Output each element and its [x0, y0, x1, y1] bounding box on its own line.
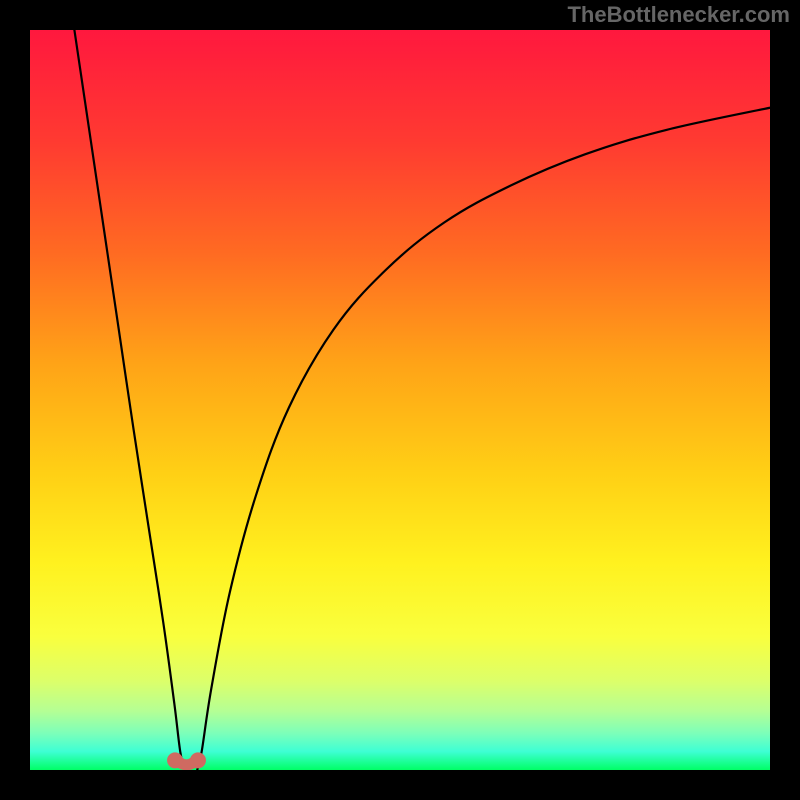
plot-area: [30, 30, 770, 770]
watermark-text: TheBottlenecker.com: [567, 2, 790, 28]
bottom-marker-1: [190, 752, 206, 768]
chart-container: TheBottlenecker.com: [0, 0, 800, 800]
bottom-marker-0: [167, 752, 183, 768]
bottleneck-chart: [30, 30, 770, 770]
gradient-background: [30, 30, 770, 770]
